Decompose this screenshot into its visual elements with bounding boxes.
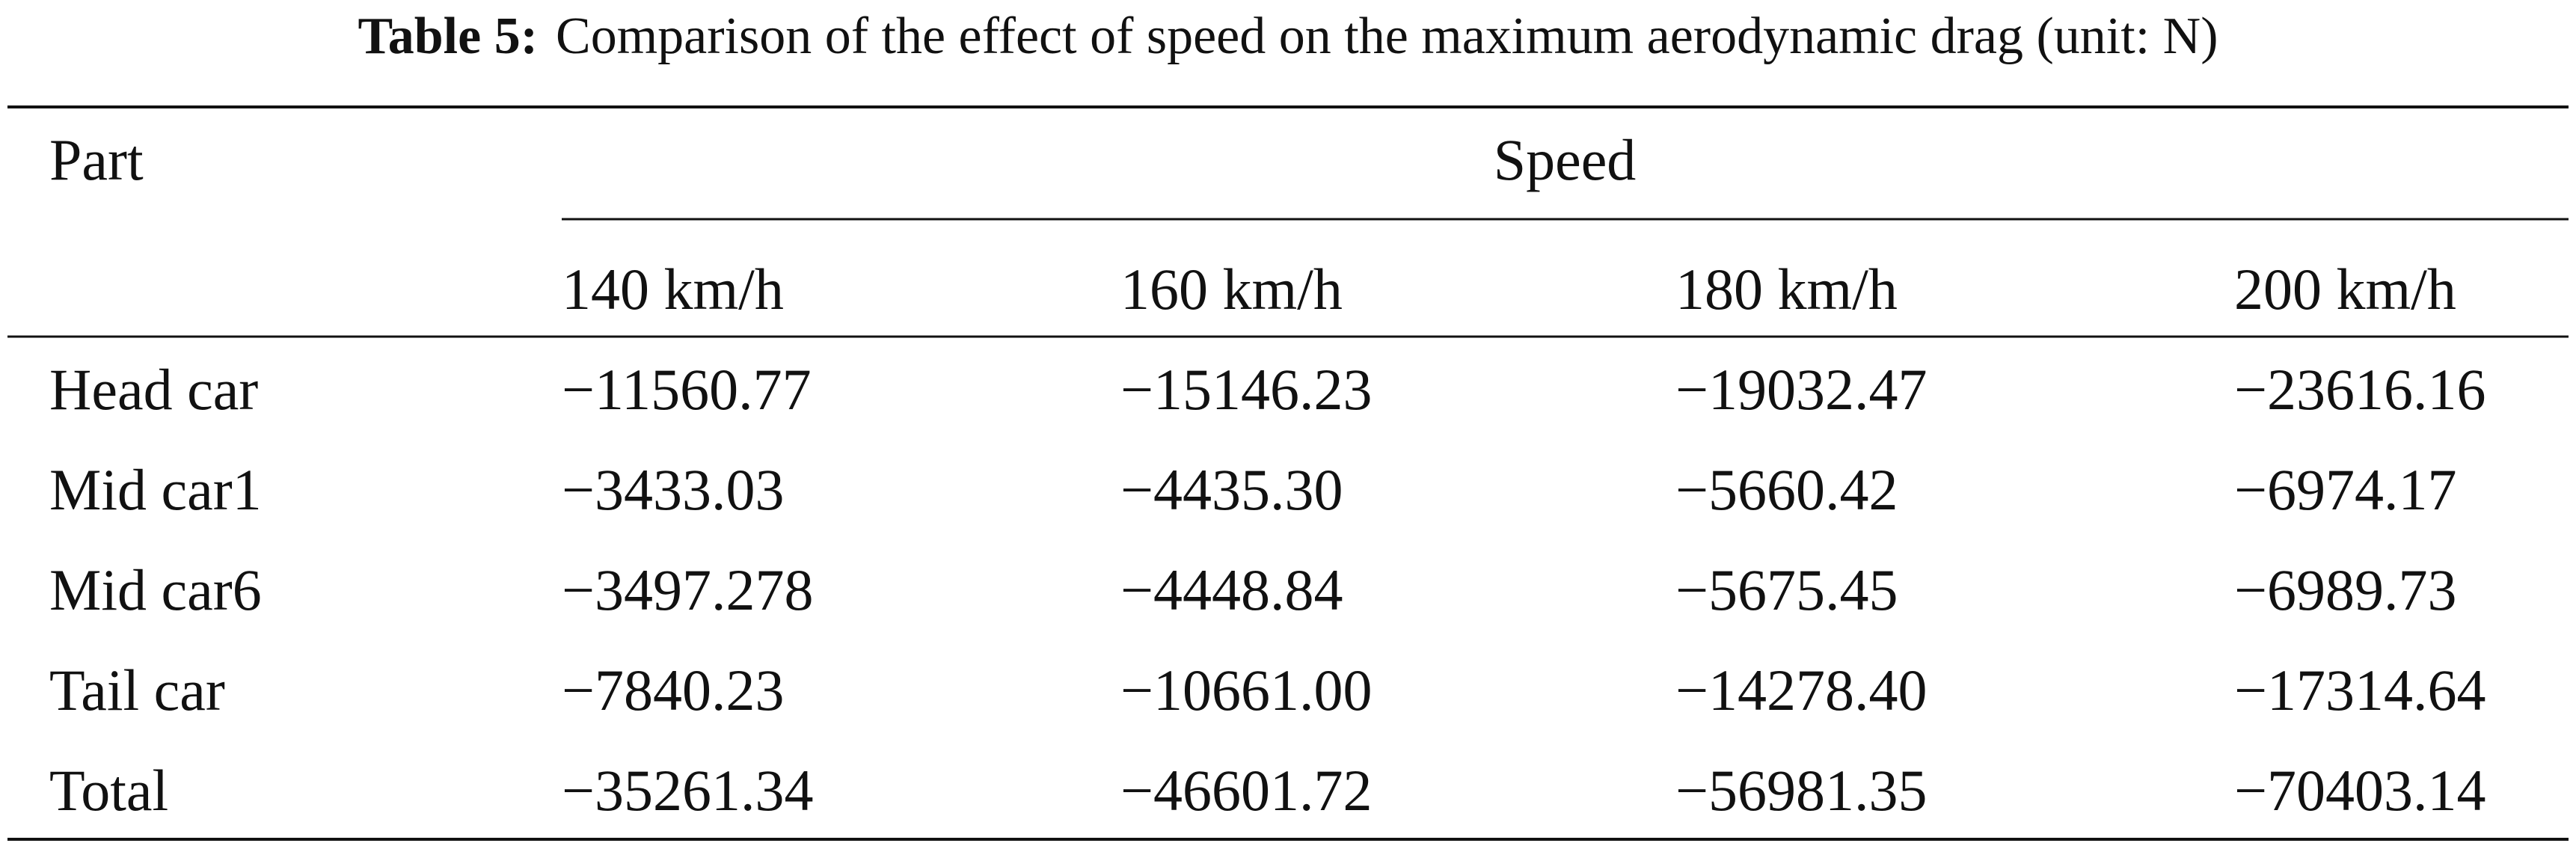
cell-value: −3433.03 (562, 457, 785, 522)
cell-value: −17314.64 (2234, 658, 2486, 723)
cell-value: −70403.14 (2234, 758, 2486, 823)
cell-value: −3497.278 (562, 557, 814, 622)
cell-value: −6989.73 (2234, 557, 2457, 622)
cell-value: −7840.23 (562, 658, 785, 723)
cell-value: −14278.40 (1675, 658, 1928, 723)
cell-value: −23616.16 (2234, 357, 2486, 422)
cell-value: −19032.47 (1675, 357, 1928, 422)
row-label: Mid car6 (49, 557, 262, 622)
cell-value: −4435.30 (1120, 457, 1343, 522)
cell-value: −10661.00 (1120, 658, 1373, 723)
row-label: Head car (49, 357, 258, 422)
cell-value: −11560.77 (562, 357, 812, 422)
header-part: Part (49, 127, 144, 192)
cell-value: −6974.17 (2234, 457, 2457, 522)
cell-value: −5675.45 (1675, 557, 1898, 622)
column-header: 140 km/h (562, 257, 784, 322)
cell-value: −4448.84 (1120, 557, 1343, 622)
cell-value: −15146.23 (1120, 357, 1373, 422)
column-header: 160 km/h (1120, 257, 1343, 322)
row-label: Mid car1 (49, 457, 262, 522)
cell-value: −35261.34 (562, 758, 814, 823)
caption-label: Table 5: (358, 7, 538, 65)
table-caption: Table 5: Comparison of the effect of spee… (358, 7, 2218, 65)
row-label: Total (49, 758, 168, 823)
header-group: Speed (1494, 127, 1637, 192)
cell-value: −56981.35 (1675, 758, 1928, 823)
cell-value: −5660.42 (1675, 457, 1898, 522)
caption-text: Comparison of the effect of speed on the… (556, 7, 2218, 65)
column-header: 180 km/h (1675, 257, 1898, 322)
column-header: 200 km/h (2234, 257, 2456, 322)
row-label: Tail car (49, 658, 225, 723)
cell-value: −46601.72 (1120, 758, 1373, 823)
